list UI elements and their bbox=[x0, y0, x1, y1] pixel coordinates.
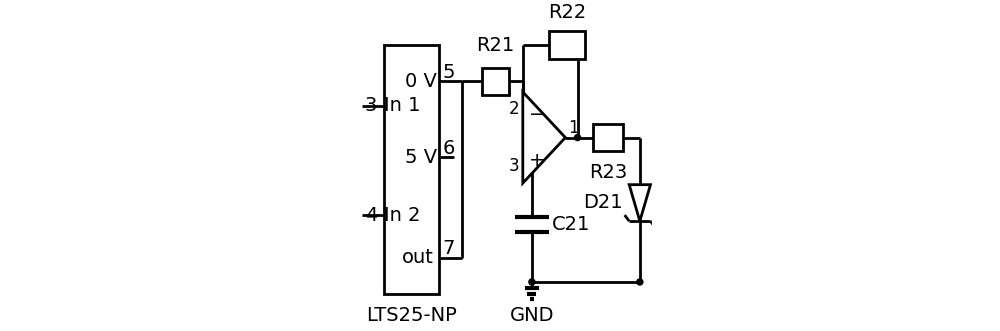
Text: GND: GND bbox=[510, 306, 554, 325]
Text: 6: 6 bbox=[443, 139, 455, 158]
Text: 5: 5 bbox=[443, 63, 455, 82]
Bar bbox=[482, 68, 509, 95]
Text: 5 V: 5 V bbox=[405, 148, 437, 167]
Text: 3: 3 bbox=[365, 96, 377, 115]
Text: +: + bbox=[529, 151, 545, 170]
Text: D21: D21 bbox=[583, 193, 623, 213]
Bar bbox=[549, 31, 585, 59]
Circle shape bbox=[529, 279, 535, 285]
Text: 1: 1 bbox=[568, 119, 578, 137]
Text: 7: 7 bbox=[443, 239, 455, 258]
Text: In 2: In 2 bbox=[384, 206, 421, 224]
Text: R22: R22 bbox=[548, 3, 586, 22]
Polygon shape bbox=[629, 185, 650, 221]
Bar bbox=[593, 124, 623, 151]
Text: 4: 4 bbox=[365, 206, 377, 224]
Text: −: − bbox=[529, 105, 545, 124]
Text: In 1: In 1 bbox=[384, 96, 421, 115]
Circle shape bbox=[574, 134, 581, 141]
Text: 3: 3 bbox=[509, 158, 519, 175]
Text: LTS25-NP: LTS25-NP bbox=[366, 306, 457, 325]
Polygon shape bbox=[523, 92, 565, 183]
Text: R21: R21 bbox=[476, 36, 515, 56]
Text: 0 V: 0 V bbox=[405, 72, 437, 91]
Text: 2: 2 bbox=[509, 100, 519, 118]
Bar bbox=[384, 45, 439, 294]
Circle shape bbox=[637, 279, 643, 285]
Text: R23: R23 bbox=[589, 164, 627, 182]
Text: C21: C21 bbox=[552, 215, 590, 234]
Text: out: out bbox=[402, 248, 434, 267]
